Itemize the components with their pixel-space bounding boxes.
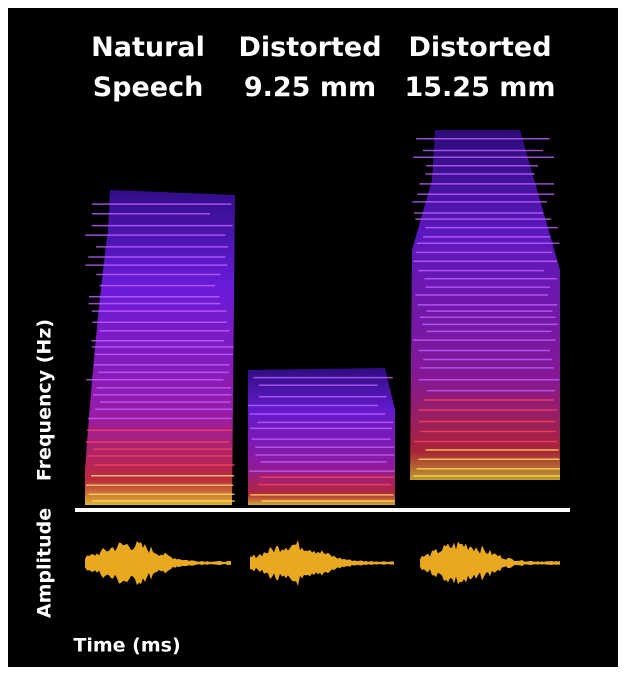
panel-title: 9.25 mm [244,72,376,103]
panel-title: Distorted [408,32,551,63]
time-label: Time (ms) [73,635,180,657]
waveform [420,541,560,585]
waveform [250,540,394,586]
waveform [85,540,231,586]
panel-title: Natural [91,32,205,63]
panel-title: 15.25 mm [404,72,555,103]
spectrograms [85,130,560,505]
frequency-label: Frequency (Hz) [34,319,56,481]
waveforms [85,540,560,586]
panel-title: Distorted [238,32,381,63]
panel-title: Speech [93,72,204,103]
amplitude-label: Amplitude [34,508,56,618]
